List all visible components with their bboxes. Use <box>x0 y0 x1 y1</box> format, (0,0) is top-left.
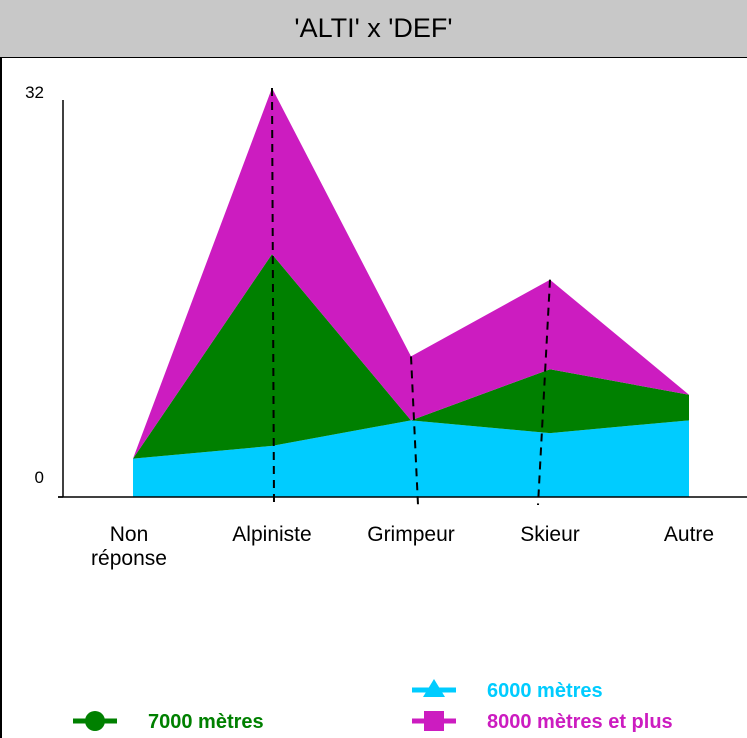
legend-label: 7000 mètres <box>148 711 264 733</box>
x-tick-label: Grimpeur <box>367 523 455 546</box>
square-marker-icon <box>424 711 444 731</box>
legend: 6000 mètres 7000 mètres 8000 mètres et plu… <box>73 679 673 733</box>
y-tick-label: 32 <box>25 83 44 102</box>
legend-label: 6000 mètres <box>487 680 603 702</box>
series-areas <box>133 88 689 497</box>
legend-item-3: 8000 mètres et plus <box>412 711 673 733</box>
area-3 <box>133 88 689 459</box>
triangle-marker-icon <box>423 679 445 697</box>
area-1 <box>133 420 689 497</box>
category-dash-4 <box>537 279 551 506</box>
category-dashed-lines <box>271 87 551 506</box>
legend-label: 8000 mètres et plus <box>487 711 673 733</box>
y-tick-label: 0 <box>35 468 44 487</box>
x-tick-label: Skieur <box>520 523 580 546</box>
area-2 <box>133 254 689 459</box>
x-tick-label: Autre <box>664 523 714 546</box>
x-tick-labels: Non réponse Alpiniste Grimpeur Skieur Autre <box>91 523 714 570</box>
legend-item-2: 7000 mètres <box>73 711 264 733</box>
circle-marker-icon <box>85 711 105 731</box>
category-dash-3 <box>410 356 419 506</box>
x-tick-label: Alpiniste <box>232 523 311 546</box>
x-tick-label: Non réponse <box>91 523 167 570</box>
chart-title: 'ALTI' x 'DEF' <box>0 0 747 58</box>
legend-item-1: 6000 mètres <box>412 679 603 702</box>
y-tick-labels: 0 32 <box>25 83 44 487</box>
axes <box>58 100 747 498</box>
